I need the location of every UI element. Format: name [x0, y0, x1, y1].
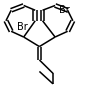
Text: Br: Br	[59, 5, 70, 15]
Text: Br: Br	[17, 23, 28, 32]
